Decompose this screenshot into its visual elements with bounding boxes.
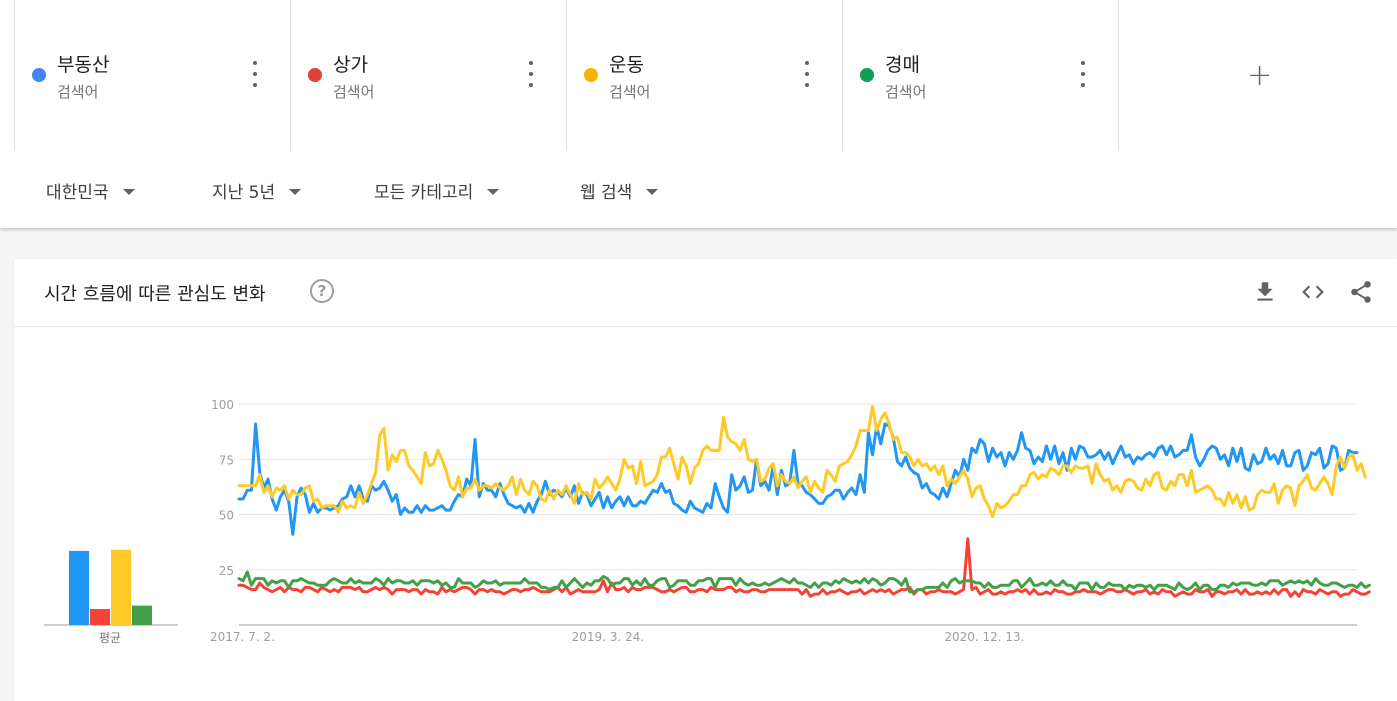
dropdown-arrow-icon (122, 189, 135, 195)
x-tick-label: 2017. 7. 2. (210, 630, 275, 644)
term-type: 검색어 (609, 83, 651, 101)
period-dropdown[interactable]: 지난 5년 (212, 178, 302, 203)
avg-label: 평균 (99, 631, 121, 645)
term-card-1[interactable]: 부동산 검색어 (14, 0, 289, 151)
term-name[interactable]: 운동 (609, 54, 644, 76)
term-name[interactable]: 상가 (333, 54, 368, 76)
card-header: 시간 흐름에 따른 관심도 변화 ? (14, 259, 1397, 327)
y-tick-label: 25 (219, 564, 234, 578)
interest-over-time-card: 시간 흐름에 따른 관심도 변화 ? 평균 25 50 75 100 2017. 7. … (14, 259, 1397, 701)
avg-bar-4 (132, 605, 152, 625)
avg-bar-3 (111, 549, 131, 625)
help-icon[interactable]: ? (310, 279, 334, 303)
x-tick-label: 2019. 3. 24. (572, 630, 645, 644)
more-vert-icon[interactable] (245, 61, 265, 87)
term-color-dot (308, 68, 322, 82)
dropdown-arrow-icon (289, 189, 302, 195)
term-card-3[interactable]: 운동 검색어 (566, 0, 841, 151)
category-label: 모든 카테고리 (374, 183, 474, 203)
more-vert-icon[interactable] (521, 61, 541, 87)
term-name[interactable]: 부동산 (57, 54, 110, 76)
period-label: 지난 5년 (212, 183, 276, 203)
share-icon[interactable] (1348, 279, 1374, 305)
dropdown-arrow-icon (487, 189, 500, 195)
embed-code-icon[interactable] (1300, 279, 1326, 305)
more-vert-icon[interactable] (797, 61, 817, 87)
term-color-dot (32, 68, 46, 82)
search-type-label: 웹 검색 (580, 183, 633, 203)
series-line-1[interactable] (237, 422, 1359, 536)
download-icon[interactable] (1252, 279, 1278, 305)
x-tick-label: 2020. 12. 13. (944, 630, 1024, 644)
term-color-dot (584, 68, 598, 82)
add-comparison-button[interactable]: + (1118, 0, 1397, 151)
series-line-4[interactable] (237, 570, 1371, 594)
category-dropdown[interactable]: 모든 카테고리 (374, 178, 500, 203)
term-card-4[interactable]: 경매 검색어 (842, 0, 1117, 151)
region-label: 대한민국 (46, 183, 109, 203)
interest-line-chart: 25 50 75 100 2017. 7. 2. 2019. 3. 24. 2020. 12… (210, 398, 1371, 644)
search-type-dropdown[interactable]: 웹 검색 (580, 178, 659, 203)
region-dropdown[interactable]: 대한민국 (46, 178, 135, 203)
term-card-2[interactable]: 상가 검색어 (290, 0, 565, 151)
y-tick-label: 100 (211, 398, 234, 412)
plus-icon[interactable]: + (1247, 58, 1273, 93)
card-title: 시간 흐름에 따른 관심도 변화 (44, 284, 266, 305)
avg-bar-2 (90, 609, 110, 625)
more-vert-icon[interactable] (1073, 61, 1093, 87)
filter-bar: 대한민국 지난 5년 모든 카테고리 웹 검색 (0, 152, 1397, 228)
series-line-3[interactable] (237, 404, 1367, 519)
y-tick-label: 50 (219, 509, 234, 523)
y-tick-label: 75 (219, 453, 234, 467)
term-type: 검색어 (57, 83, 99, 101)
term-name[interactable]: 경매 (885, 54, 920, 76)
term-color-dot (860, 68, 874, 82)
avg-bar-1 (69, 550, 89, 625)
compare-terms-bar: 부동산 검색어 상가 검색어 운동 검색어 경매 검색어 + (0, 0, 1397, 153)
term-type: 검색어 (333, 83, 375, 101)
dropdown-arrow-icon (646, 189, 659, 195)
term-type: 검색어 (885, 83, 927, 101)
average-bar-chart: 평균 (44, 549, 178, 645)
series-line-2[interactable] (237, 537, 1371, 598)
